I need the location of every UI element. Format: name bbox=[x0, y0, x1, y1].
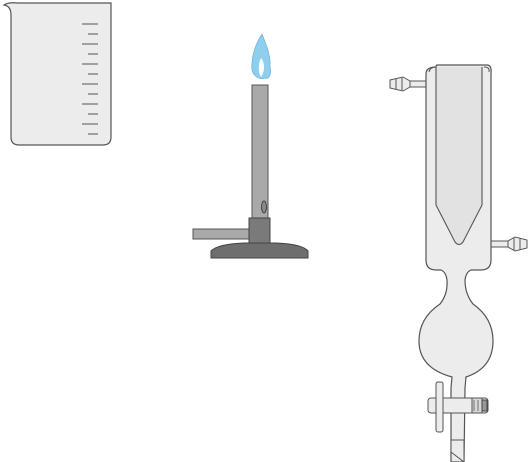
gas-inlet-tube bbox=[192, 228, 252, 240]
burner-collar bbox=[248, 217, 271, 244]
burner-barrel bbox=[251, 84, 269, 221]
condenser-top-opening bbox=[428, 66, 490, 73]
beaker-graduations bbox=[82, 23, 98, 135]
flame-inner bbox=[258, 58, 265, 77]
stopcock-nut bbox=[471, 397, 483, 414]
burner-base bbox=[210, 242, 309, 259]
beaker bbox=[2, 2, 112, 146]
upper-hose-connector bbox=[389, 76, 430, 92]
stopcock bbox=[427, 381, 489, 433]
air-hole bbox=[261, 200, 267, 214]
condenser-inner-cone bbox=[435, 67, 483, 246]
lower-hose-connector bbox=[489, 236, 528, 252]
stopcock-handle bbox=[435, 381, 444, 433]
beaker-body bbox=[2, 2, 112, 146]
glassware-condenser bbox=[389, 64, 528, 462]
flame-outer bbox=[251, 33, 271, 80]
stem-drip-tip bbox=[450, 439, 465, 462]
stopcock-nut-cap bbox=[481, 399, 488, 412]
bunsen-burner bbox=[192, 33, 309, 259]
